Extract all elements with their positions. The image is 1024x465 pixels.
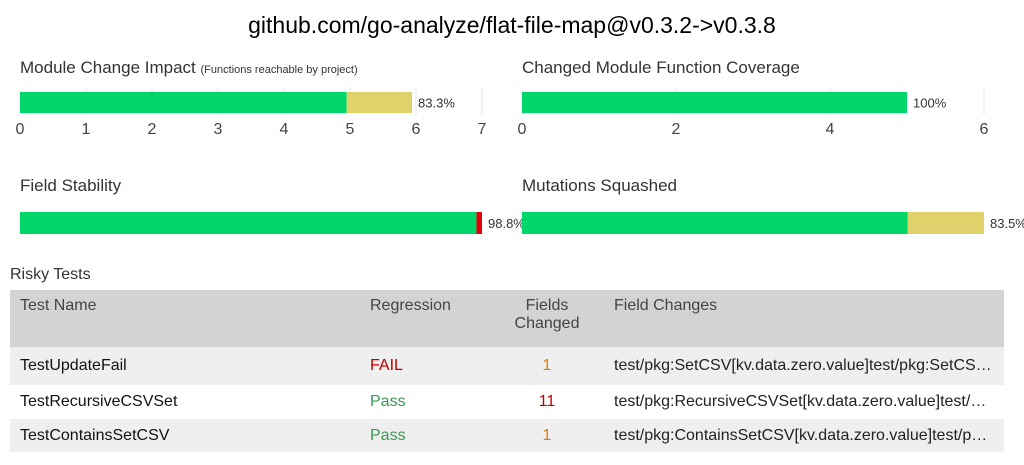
header-fields-line2: Changed bbox=[514, 315, 580, 332]
test-name: TestContainsSetCSV bbox=[10, 419, 360, 452]
table-row: TestContainsSetCSV Pass 1 test/pkg:Conta… bbox=[10, 419, 1004, 452]
field-stability-bar-red bbox=[476, 212, 482, 234]
mutations-squashed-bar-green bbox=[522, 212, 908, 234]
header-fields-line1: Fields bbox=[525, 297, 569, 314]
table-header-row: Test Name Regression Fields Changed Fiel… bbox=[10, 290, 1004, 347]
module-change-impact-subtitle: (Functions reachable by project) bbox=[200, 64, 358, 76]
module-change-impact-tick-label: 4 bbox=[280, 121, 289, 138]
risky-tests-table: Test Name Regression Fields Changed Fiel… bbox=[10, 290, 1004, 452]
regression-status: Pass bbox=[360, 419, 490, 452]
module-change-impact-title: Module Change Impact (Functions reachabl… bbox=[20, 58, 358, 78]
header-field-changes: Field Changes bbox=[604, 290, 1004, 347]
changed-module-function-coverage-tick-label: 2 bbox=[672, 121, 681, 138]
module-change-impact-tick-label: 2 bbox=[148, 121, 157, 138]
changed-module-function-coverage-tick-label: 0 bbox=[518, 121, 527, 138]
fields-changed-count: 11 bbox=[490, 385, 604, 419]
module-change-impact-tick-label: 6 bbox=[412, 121, 421, 138]
module-change-impact-tick-label: 3 bbox=[214, 121, 223, 138]
test-name: TestUpdateFail bbox=[10, 347, 360, 385]
changed-module-function-coverage-tick-label: 6 bbox=[980, 121, 989, 138]
changed-module-function-coverage-title: Changed Module Function Coverage bbox=[522, 58, 800, 77]
module-change-impact-bar-yellow bbox=[346, 92, 413, 113]
regression-status: FAIL bbox=[360, 347, 490, 385]
module-change-impact-tick-label: 5 bbox=[346, 121, 355, 138]
mutations-squashed-title: Mutations Squashed bbox=[522, 176, 677, 195]
module-change-impact-tick-label: 0 bbox=[16, 121, 25, 138]
test-name: TestRecursiveCSVSet bbox=[10, 385, 360, 419]
field-stability-title: Field Stability bbox=[20, 176, 122, 195]
module-change-impact-bar-green bbox=[20, 92, 347, 113]
field-changes: test/pkg:ContainsSetCSV[kv.data.zero.val… bbox=[604, 419, 1004, 452]
module-change-impact-tick-label: 7 bbox=[478, 121, 487, 138]
field-stability-data-label: 98.8% bbox=[488, 216, 525, 231]
field-changes: test/pkg:RecursiveCSVSet[kv.data.zero.va… bbox=[604, 385, 1004, 419]
module-change-impact-title-text: Module Change Impact bbox=[20, 58, 196, 77]
header-fields-changed: Fields Changed bbox=[490, 290, 604, 347]
header-test-name: Test Name bbox=[10, 290, 360, 347]
changed-module-function-coverage-bar-green bbox=[522, 92, 907, 113]
risky-tests-title: Risky Tests bbox=[10, 266, 91, 283]
field-stability-bar-green bbox=[20, 212, 477, 234]
changed-module-function-coverage-data-label: 100% bbox=[913, 96, 947, 111]
mutations-squashed-data-label: 83.5% bbox=[990, 216, 1024, 231]
module-change-impact-tick-label: 1 bbox=[82, 121, 91, 138]
field-changes: test/pkg:SetCSV[kv.data.zero.value]test/… bbox=[604, 347, 1004, 385]
table-row: TestUpdateFail FAIL 1 test/pkg:SetCSV[kv… bbox=[10, 347, 1004, 385]
fields-changed-count: 1 bbox=[490, 419, 604, 452]
header-regression: Regression bbox=[360, 290, 490, 347]
table-row: TestRecursiveCSVSet Pass 11 test/pkg:Rec… bbox=[10, 385, 1004, 419]
page-title: github.com/go-analyze/flat-file-map@v0.3… bbox=[248, 12, 776, 38]
regression-status: Pass bbox=[360, 385, 490, 419]
module-change-impact-data-label: 83.3% bbox=[418, 96, 455, 111]
fields-changed-count: 1 bbox=[490, 347, 604, 385]
mutations-squashed-bar-yellow bbox=[907, 212, 984, 234]
changed-module-function-coverage-tick-label: 4 bbox=[826, 121, 835, 138]
